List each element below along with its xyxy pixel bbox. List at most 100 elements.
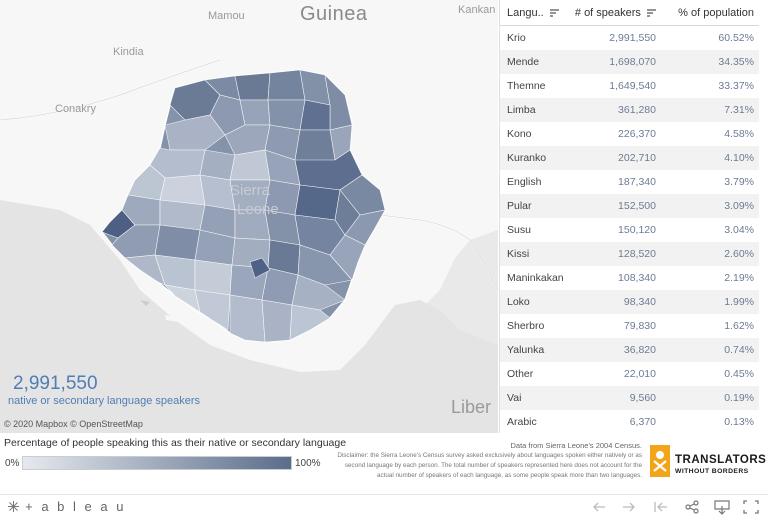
cell-speakers: 202,710 <box>618 152 656 164</box>
cell-speakers: 79,830 <box>623 320 656 332</box>
cell-percent: 2.19% <box>724 272 754 284</box>
cell-language: Kissi <box>507 248 530 260</box>
language-table: Langu.. # of speakers % of population Kr… <box>499 0 759 433</box>
cell-language: Pular <box>507 200 532 212</box>
cell-speakers: 226,370 <box>618 128 656 140</box>
map-label-kindia: Kindia <box>113 46 144 58</box>
cell-language: Themne <box>507 80 546 92</box>
disclaimer-text: Disclaimer: the Sierra Leone's Census su… <box>337 452 642 479</box>
sort-icon[interactable] <box>647 8 656 17</box>
logo-name: TRANSLATORS <box>675 454 767 466</box>
cell-speakers: 98,340 <box>623 296 656 308</box>
cell-percent: 4.10% <box>724 152 754 164</box>
table-row[interactable]: Yalunka 36,820 0.74% <box>500 338 759 362</box>
tableau-brand-text: + a b l e a u <box>25 499 126 514</box>
cell-percent: 2.60% <box>724 248 754 260</box>
table-row[interactable]: Susu 150,120 3.04% <box>500 218 759 242</box>
legend-title: Percentage of people speaking this as th… <box>4 437 347 449</box>
cell-percent: 3.09% <box>724 200 754 212</box>
cell-speakers: 1,698,070 <box>609 56 656 68</box>
cell-language: Yalunka <box>507 344 545 356</box>
legend-color-ramp <box>22 456 292 470</box>
cell-speakers: 36,820 <box>623 344 656 356</box>
table-row[interactable]: Limba 361,280 7.31% <box>500 98 759 122</box>
table-row[interactable]: Themne 1,649,540 33.37% <box>500 74 759 98</box>
cell-speakers: 128,520 <box>618 248 656 260</box>
legend-min-label: 0% <box>5 458 20 469</box>
table-row[interactable]: Sherbro 79,830 1.62% <box>500 314 759 338</box>
twb-logo-icon <box>650 445 670 477</box>
cell-language: Maninkakan <box>507 272 564 284</box>
cell-speakers: 152,500 <box>618 200 656 212</box>
header-language[interactable]: Langu.. <box>500 7 572 19</box>
table-row[interactable]: Vai 9,560 0.19% <box>500 386 759 410</box>
header-speakers[interactable]: # of speakers <box>572 7 660 19</box>
cell-language: Sherbro <box>507 320 545 332</box>
table-body: Krio 2,991,550 60.52% Mende 1,698,070 34.35% T… <box>500 26 759 434</box>
cell-percent: 0.74% <box>724 344 754 356</box>
revert-icon[interactable] <box>652 499 670 515</box>
cell-percent: 60.52% <box>718 32 754 44</box>
cell-language: Krio <box>507 32 526 44</box>
cell-language: Other <box>507 368 534 380</box>
cell-speakers: 1,649,540 <box>609 80 656 92</box>
table-row[interactable]: Pular 152,500 3.09% <box>500 194 759 218</box>
sort-icon[interactable] <box>549 8 559 17</box>
table-row[interactable]: Kono 226,370 4.58% <box>500 122 759 146</box>
map-label-liberia: Liber <box>451 397 492 417</box>
cell-percent: 4.58% <box>724 128 754 140</box>
table-row[interactable]: Kissi 128,520 2.60% <box>500 242 759 266</box>
cell-speakers: 2,991,550 <box>609 32 656 44</box>
language-map[interactable]: Guinea Mamou Kankan Kindia Conakry Sierr… <box>0 0 498 433</box>
cell-language: Arabic <box>507 416 537 428</box>
cell-percent: 1.62% <box>724 320 754 332</box>
fullscreen-icon[interactable] <box>742 499 760 515</box>
cell-percent: 0.19% <box>724 392 754 404</box>
cell-speakers: 150,120 <box>618 224 656 236</box>
table-row[interactable]: Kuranko 202,710 4.10% <box>500 146 759 170</box>
map-label-kankan: Kankan <box>458 4 496 16</box>
header-language-label: Langu.. <box>507 6 544 19</box>
total-speakers-caption: native or secondary language speakers <box>8 395 201 407</box>
total-speakers-value: 2,991,550 <box>13 373 98 394</box>
map-label-guinea: Guinea <box>300 3 368 25</box>
header-percent[interactable]: % of population <box>660 7 758 19</box>
cell-percent: 3.04% <box>724 224 754 236</box>
table-row[interactable]: Maninkakan 108,340 2.19% <box>500 266 759 290</box>
tableau-toolbar: + a b l e a u <box>0 494 768 519</box>
cell-percent: 3.79% <box>724 176 754 188</box>
download-icon[interactable] <box>713 499 731 515</box>
map-label-sierra: Sierra <box>230 182 271 199</box>
redo-icon[interactable] <box>620 499 638 515</box>
table-row[interactable]: Mende 1,698,070 34.35% <box>500 50 759 74</box>
map-copyright[interactable]: © 2020 Mapbox © OpenStreetMap <box>4 419 143 429</box>
cell-speakers: 22,010 <box>623 368 656 380</box>
cell-percent: 7.31% <box>724 104 754 116</box>
share-icon[interactable] <box>683 499 701 515</box>
cell-language: Vai <box>507 392 522 404</box>
table-header: Langu.. # of speakers % of population <box>500 0 759 26</box>
table-row[interactable]: Loko 98,340 1.99% <box>500 290 759 314</box>
cell-percent: 0.13% <box>724 416 754 428</box>
legend-max-label: 100% <box>295 458 321 469</box>
cell-speakers: 108,340 <box>618 272 656 284</box>
cell-percent: 34.35% <box>718 56 754 68</box>
translators-without-borders-logo[interactable]: TRANSLATORS WITHOUT BORDERS <box>650 445 766 485</box>
table-row[interactable]: Arabic 6,370 0.13% <box>500 410 759 434</box>
table-row[interactable]: English 187,340 3.79% <box>500 170 759 194</box>
cell-percent: 0.45% <box>724 368 754 380</box>
cell-language: Kuranko <box>507 152 547 164</box>
table-row[interactable]: Other 22,010 0.45% <box>500 362 759 386</box>
map-label-leone: Leone <box>237 201 279 218</box>
cell-percent: 33.37% <box>718 80 754 92</box>
cell-percent: 1.99% <box>724 296 754 308</box>
table-row[interactable]: Krio 2,991,550 60.52% <box>500 26 759 50</box>
map-canvas[interactable] <box>0 0 498 433</box>
tableau-logo[interactable]: + a b l e a u <box>8 499 126 514</box>
undo-icon[interactable] <box>590 499 608 515</box>
cell-language: Limba <box>507 104 536 116</box>
cell-language: Mende <box>507 56 540 68</box>
cell-speakers: 361,280 <box>618 104 656 116</box>
data-source-note: Data from Sierra Leone's 2004 Census. <box>510 441 642 450</box>
